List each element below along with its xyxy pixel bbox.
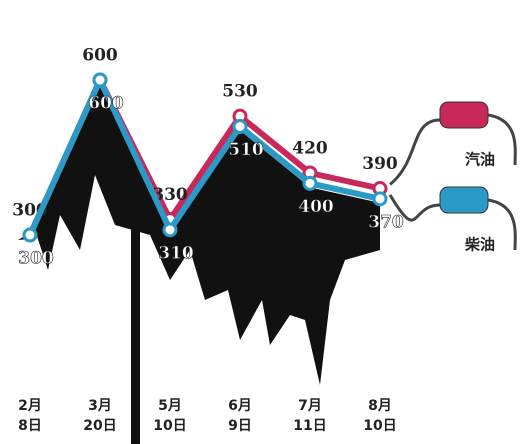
data-label: 530 (222, 82, 258, 102)
data-label: 300 (18, 249, 54, 269)
point (22, 227, 38, 243)
legend-label: 柴油 (464, 236, 495, 254)
series-line (27, 77, 381, 237)
x-tick-label: 8月 10日 (363, 398, 397, 434)
data-label: 600 (88, 94, 124, 114)
data-label: 370 (368, 212, 404, 232)
data-label: 390 (362, 154, 398, 174)
oil-area (18, 84, 380, 385)
x-tick-label: 3月 20日 (83, 398, 117, 434)
data-label: 420 (292, 139, 328, 159)
point (232, 119, 248, 134)
point (302, 175, 318, 191)
pump-hose (487, 113, 517, 166)
x-tick-label: 5月 10日 (153, 398, 187, 434)
pump-hose (388, 194, 441, 222)
x-tick-label: 2月 8日 (18, 398, 42, 434)
data-label: 330 (152, 185, 188, 205)
pump-hose (389, 118, 441, 186)
data-label: 310 (158, 243, 194, 263)
point (162, 222, 178, 238)
data-label: 510 (228, 140, 264, 160)
pump-nozzle (439, 186, 489, 214)
pump-nozzle (439, 101, 489, 129)
oil-pole (131, 200, 140, 444)
pump-hose (487, 198, 517, 251)
legend-label: 汽油 (465, 151, 495, 169)
point (92, 72, 108, 88)
x-tick-label: 6月 9日 (228, 398, 252, 434)
x-tick-label: 7月 11日 (293, 398, 327, 434)
data-label: 400 (298, 197, 334, 217)
point (372, 191, 388, 207)
data-label: 600 (82, 46, 118, 66)
